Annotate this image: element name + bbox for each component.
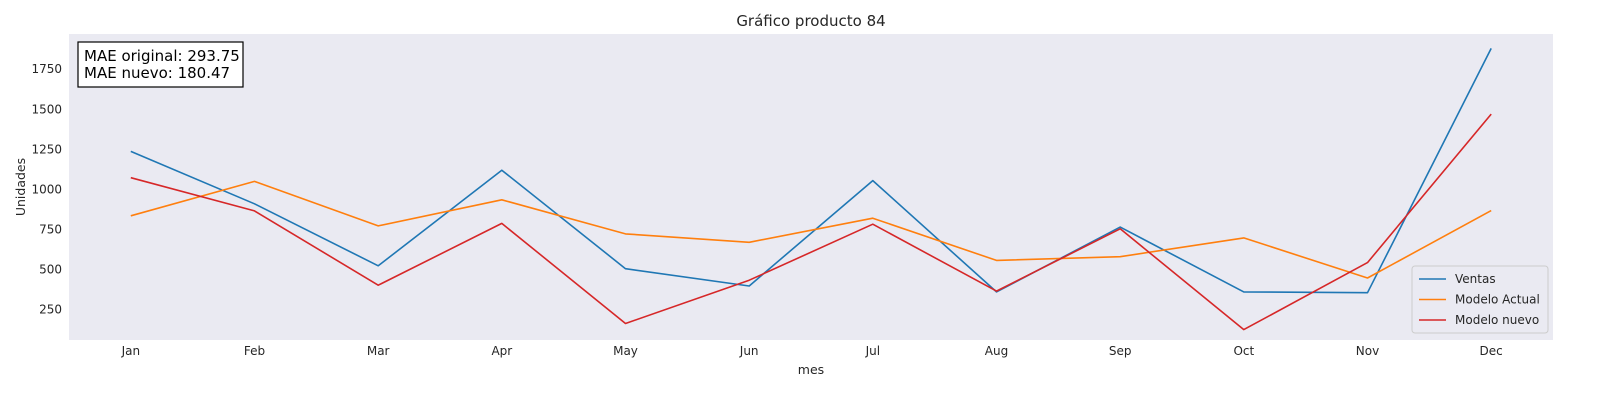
x-tick-label: Dec — [1480, 344, 1503, 358]
x-tick-label: Nov — [1356, 344, 1379, 358]
y-tick-label: 500 — [39, 263, 62, 277]
y-tick-label: 1500 — [31, 102, 62, 116]
mae-annotation: MAE original: 293.75 MAE nuevo: 180.47 — [77, 41, 244, 88]
y-tick-label: 1750 — [31, 62, 62, 76]
legend: Ventas Modelo Actual Modelo nuevo — [1411, 265, 1549, 334]
mae-annotation-box — [77, 41, 244, 88]
series-line-modelo-actual — [130, 180, 1492, 279]
plot-area — [69, 34, 1553, 340]
x-tick-label: Jun — [739, 344, 759, 358]
y-tick-label: 1000 — [31, 182, 62, 196]
y-tick-label: 250 — [39, 303, 62, 317]
x-axis-label: mes — [798, 362, 824, 377]
x-tick-label: Apr — [491, 344, 512, 358]
y-tick-label: 1250 — [31, 142, 62, 156]
legend-label-modelo-actual: Modelo Actual — [1455, 293, 1540, 307]
x-tick-label: Aug — [985, 344, 1008, 358]
x-tick-label: Oct — [1233, 344, 1254, 358]
x-tick-label: Mar — [367, 344, 390, 358]
axis-ticks: Jan Feb Mar Apr May Jun Jul Aug Sep Oct Nov Dec 250 5… — [31, 62, 1502, 358]
series-line-modelo-nuevo — [130, 113, 1492, 331]
x-tick-label: May — [613, 344, 638, 358]
chart-title: Gráfico producto 84 — [736, 12, 885, 30]
y-axis-label: Unidades — [13, 158, 28, 216]
x-tick-label: Jan — [121, 344, 141, 358]
legend-label-ventas: Ventas — [1455, 272, 1496, 286]
mae-original-text: MAE original: 293.75 — [84, 47, 240, 65]
y-tick-label: 750 — [39, 222, 62, 236]
legend-box — [1411, 265, 1549, 334]
x-tick-label: Jul — [865, 344, 880, 358]
x-tick-label: Sep — [1109, 344, 1132, 358]
mae-new-text: MAE nuevo: 180.47 — [84, 64, 230, 82]
x-tick-label: Feb — [244, 344, 265, 358]
series-lines — [130, 48, 1492, 331]
legend-label-modelo-nuevo: Modelo nuevo — [1455, 313, 1539, 327]
series-line-ventas — [130, 48, 1492, 294]
